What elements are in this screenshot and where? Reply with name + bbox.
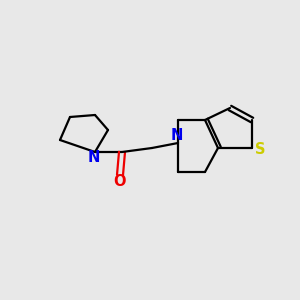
Text: N: N bbox=[88, 151, 100, 166]
Text: S: S bbox=[255, 142, 265, 158]
Text: O: O bbox=[114, 175, 126, 190]
Text: N: N bbox=[171, 128, 183, 143]
